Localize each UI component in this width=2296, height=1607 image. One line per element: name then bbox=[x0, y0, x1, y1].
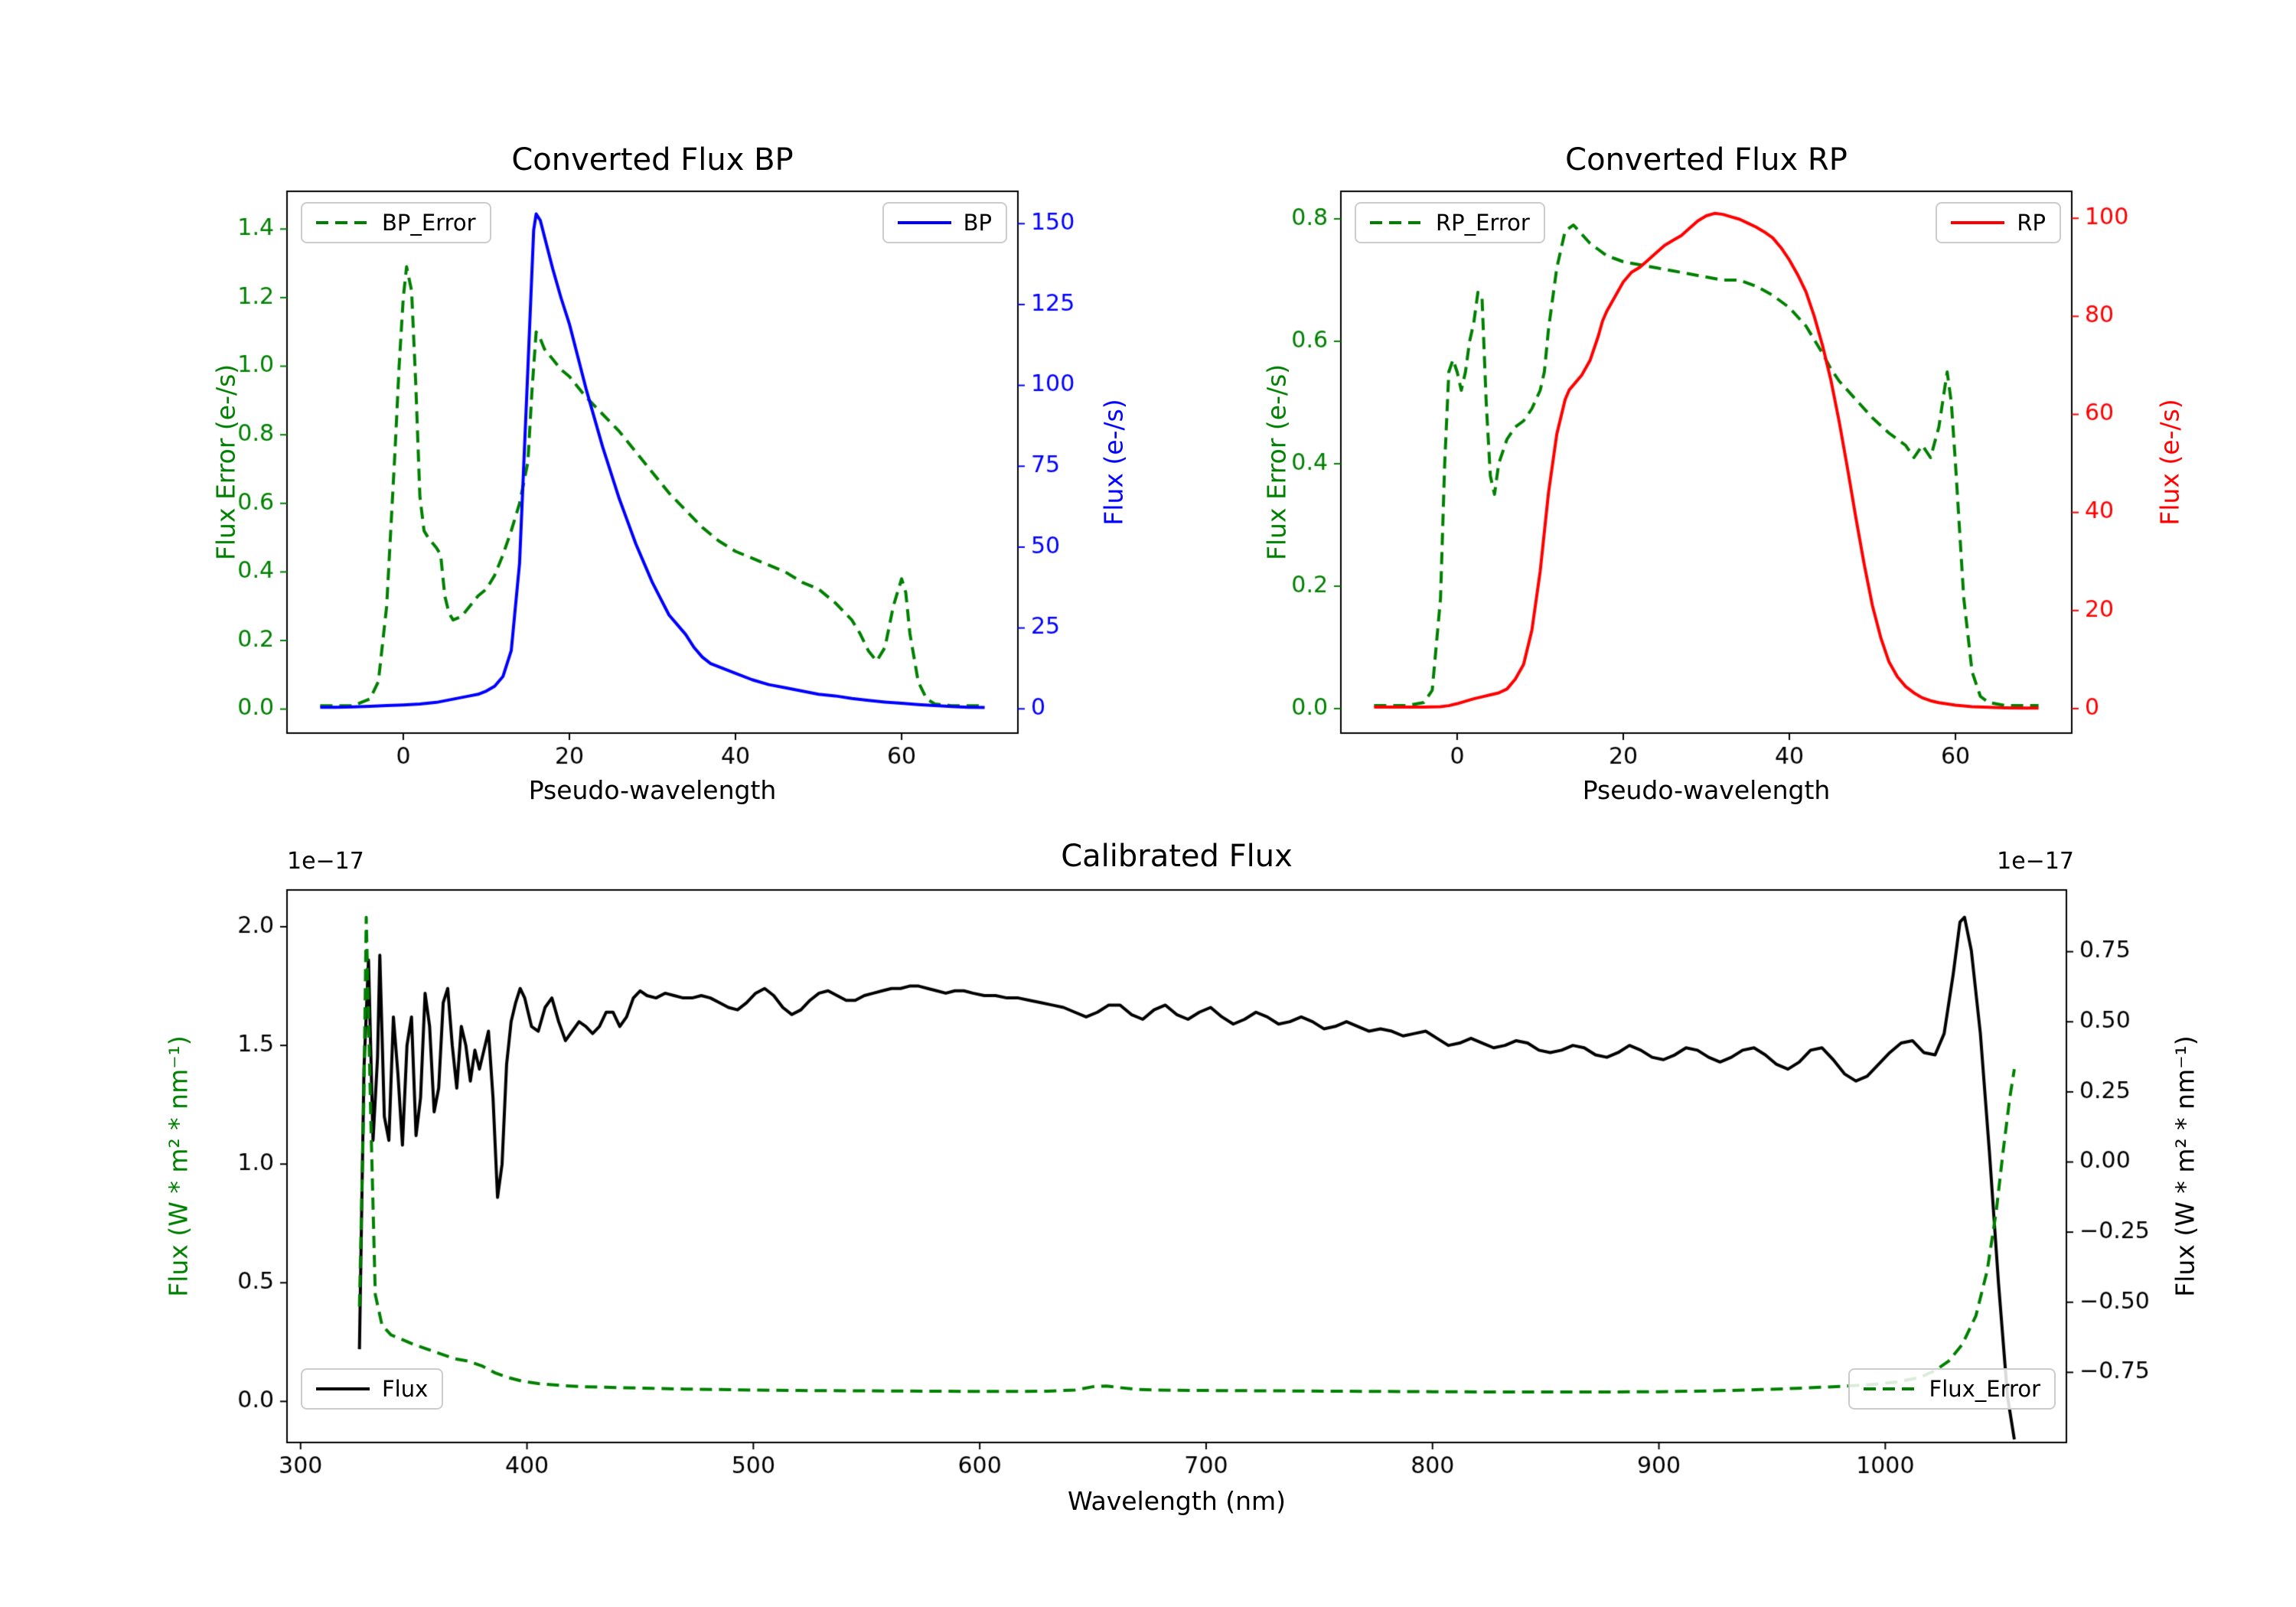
legend-label-rp: RP bbox=[2017, 210, 2046, 236]
legend-line-sample-icon bbox=[897, 221, 951, 224]
legend-label-flux-error: Flux_Error bbox=[1929, 1376, 2040, 1402]
legend-bp-error: BP_Error bbox=[301, 202, 491, 243]
legend-flux: Flux bbox=[301, 1368, 444, 1410]
legend-line-sample-icon bbox=[1951, 221, 2005, 224]
legend-line-sample-icon bbox=[1863, 1387, 1917, 1390]
legend-line-sample-icon bbox=[1370, 221, 1424, 224]
legend-label-rp-error: RP_Error bbox=[1436, 210, 1530, 236]
legend-rp-error: RP_Error bbox=[1355, 202, 1545, 243]
legend-label-bp-error: BP_Error bbox=[382, 210, 476, 236]
legend-bp: BP bbox=[882, 202, 1007, 243]
legend-flux-error: Flux_Error bbox=[1848, 1368, 2056, 1410]
legend-label-bp: BP bbox=[963, 210, 992, 236]
legend-label-flux: Flux bbox=[382, 1376, 429, 1402]
legend-rp: RP bbox=[1936, 202, 2061, 243]
legend-line-sample-icon bbox=[316, 1387, 370, 1390]
legend-line-sample-icon bbox=[316, 221, 370, 224]
